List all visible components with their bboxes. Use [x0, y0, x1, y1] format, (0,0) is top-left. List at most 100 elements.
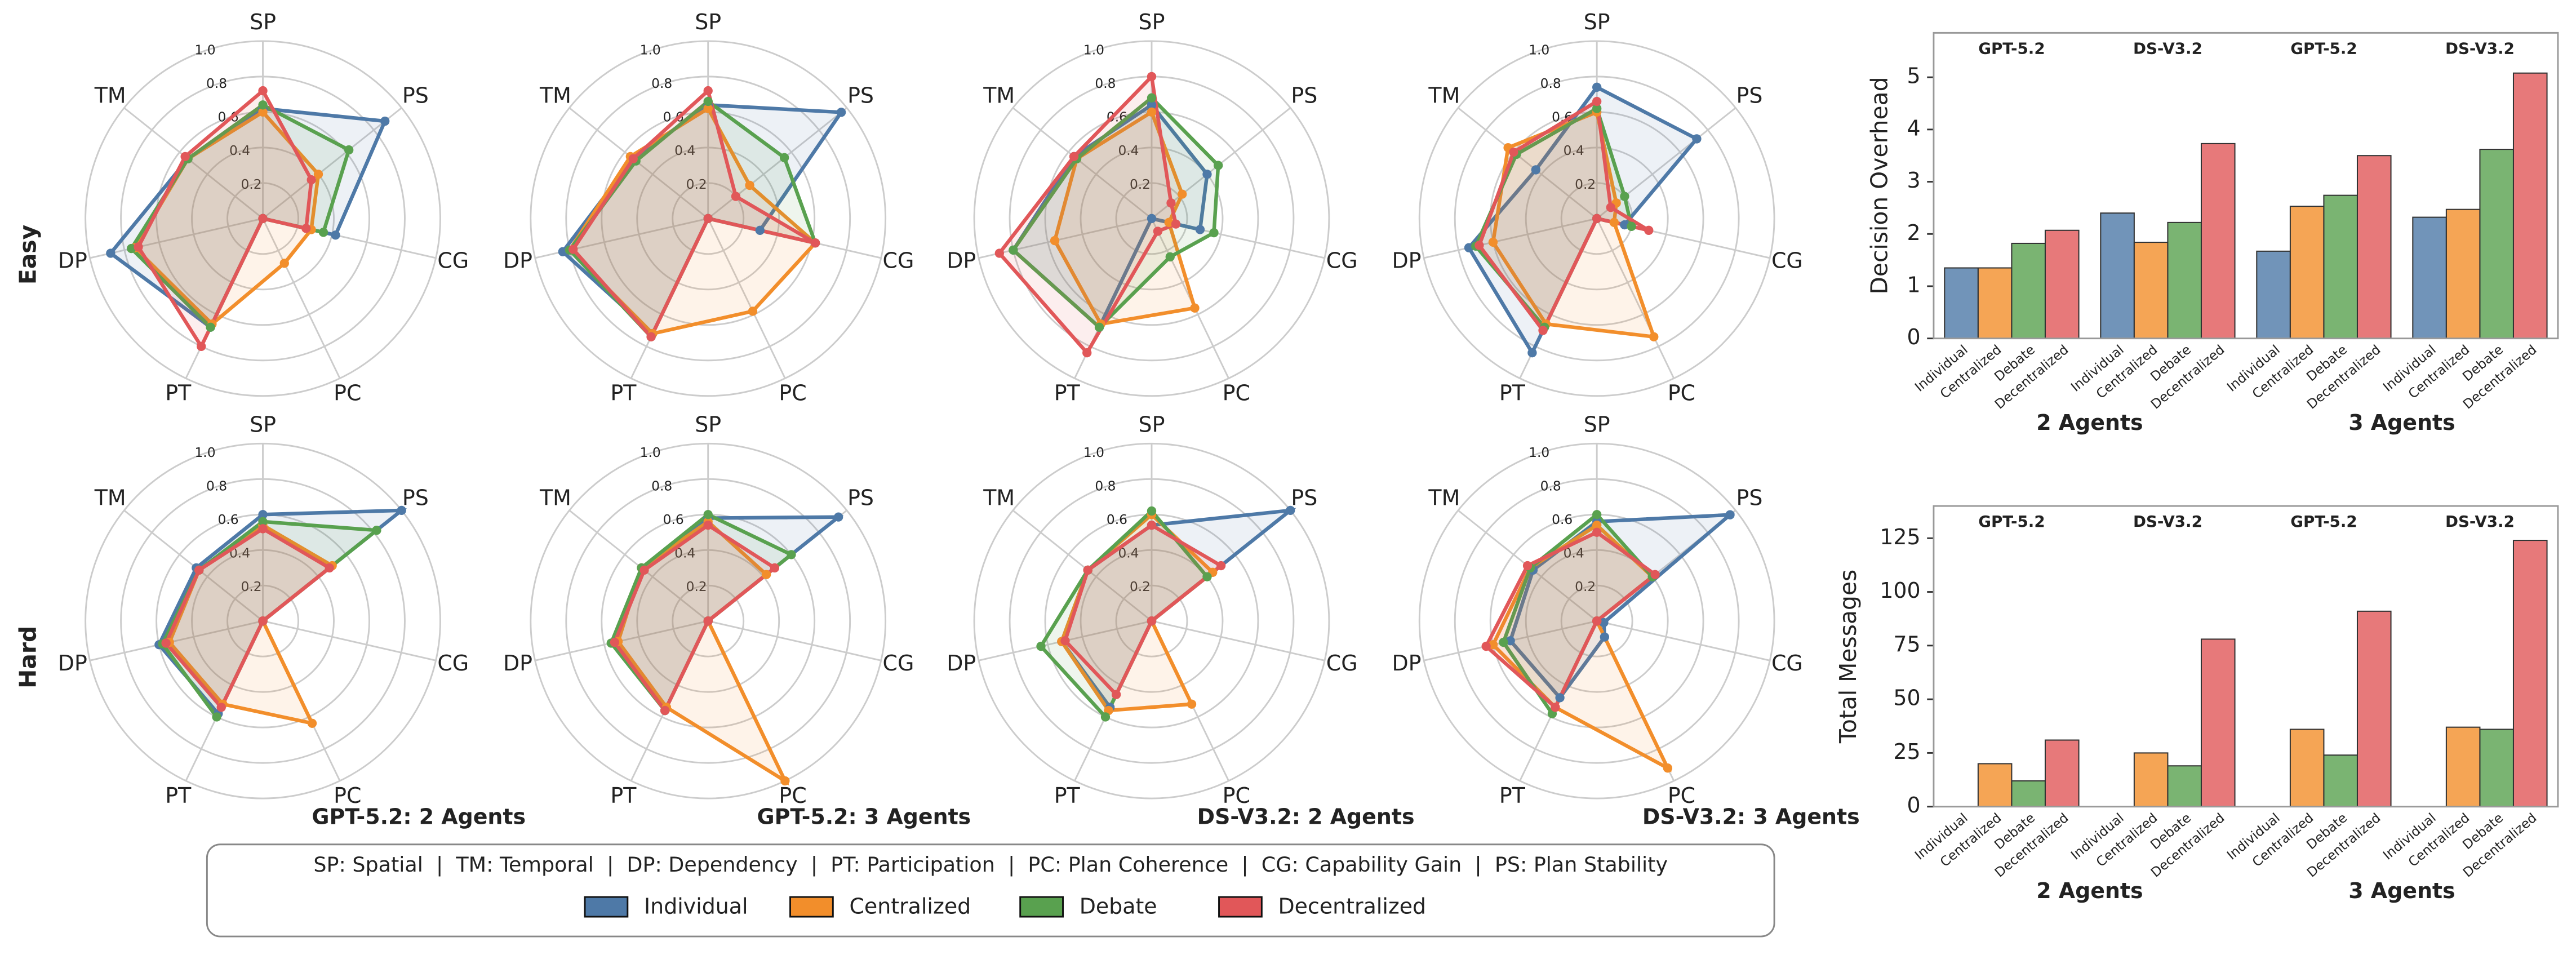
radar-point — [1036, 641, 1046, 651]
radar-point — [1592, 82, 1602, 92]
axis-label: DP — [1392, 248, 1421, 273]
group-label: GPT-5.2 — [1978, 512, 2045, 531]
axis-label: PC — [1223, 783, 1250, 808]
radar-point — [1187, 699, 1197, 709]
radar-point — [1725, 510, 1735, 519]
radar-point — [1474, 241, 1484, 250]
radar-point — [1190, 303, 1200, 313]
radar-point — [258, 107, 268, 117]
r-tick-label: 0.2 — [1130, 177, 1151, 192]
radar-point — [313, 170, 323, 179]
r-tick-label: 1.0 — [194, 445, 215, 460]
group-label: DS-V3.2 — [2133, 512, 2202, 531]
axis-label: PT — [610, 783, 637, 808]
radar-point — [1592, 510, 1602, 519]
axis-label: PC — [779, 380, 806, 405]
y-axis-label: Decision Overhead — [1866, 77, 1893, 294]
axis-label: SP — [1139, 412, 1165, 437]
radar-point — [1147, 506, 1157, 516]
radar-point — [1531, 165, 1541, 175]
radar-point — [180, 152, 190, 162]
axis-label: TM — [983, 486, 1015, 510]
r-tick-label: 0.2 — [1575, 579, 1596, 594]
r-tick-label: 0.4 — [1564, 143, 1584, 158]
axis-label: PS — [1291, 486, 1317, 510]
bar — [2356, 155, 2392, 339]
radar-point — [1620, 220, 1629, 230]
spoke — [1596, 620, 1770, 661]
r-tick-label: 0.8 — [1095, 76, 1116, 91]
legend-swatch — [789, 896, 834, 918]
radar-point — [1627, 221, 1636, 232]
radar-point — [1464, 243, 1474, 252]
radar-point — [1009, 245, 1018, 255]
bar — [2011, 242, 2046, 339]
bar — [2479, 729, 2515, 807]
radar-point — [279, 259, 289, 268]
spoke — [1012, 107, 1152, 219]
group-set-label: 3 Agents — [2348, 410, 2455, 435]
r-tick-label: 0.8 — [1540, 478, 1561, 494]
group-label: GPT-5.2 — [1978, 39, 2045, 57]
radar-point — [1171, 219, 1181, 229]
radar-point — [212, 712, 221, 722]
y-tick-label: 100 — [1880, 578, 1920, 603]
r-tick-label: 1.0 — [1529, 43, 1549, 58]
radar-point — [1147, 214, 1157, 223]
spoke — [1151, 620, 1325, 661]
spoke — [262, 218, 341, 379]
radar-area — [1011, 95, 1220, 330]
axis-label: DP — [58, 248, 87, 273]
radar-point — [748, 307, 758, 316]
axis-label: CG — [883, 248, 914, 273]
group-label: DS-V3.2 — [2445, 39, 2515, 57]
radar-point — [161, 638, 171, 648]
spoke — [707, 218, 786, 379]
bar — [2356, 610, 2392, 807]
bar — [2289, 206, 2325, 339]
radar-point — [344, 145, 354, 155]
radar-point — [258, 100, 268, 110]
radar-point — [745, 180, 754, 190]
radar-point — [1153, 226, 1163, 236]
radar-point — [703, 96, 713, 106]
radar-point — [134, 242, 143, 252]
radar-point — [1499, 637, 1508, 647]
radar-point — [1609, 217, 1619, 227]
radar-point — [1209, 228, 1219, 238]
y-tick-label: 75 — [1893, 632, 1920, 656]
radar-point — [258, 214, 268, 223]
radar-point — [1147, 107, 1157, 117]
bar — [2044, 739, 2080, 807]
axis-label: PC — [1668, 783, 1695, 808]
radar-point — [331, 230, 340, 240]
bar — [2133, 752, 2169, 807]
radar-point — [779, 153, 789, 162]
radar-point — [1481, 641, 1491, 651]
bar — [2167, 221, 2202, 339]
radar-point — [787, 550, 796, 559]
axis-label: SP — [1584, 412, 1610, 437]
radar-point — [318, 228, 328, 237]
radar-point — [1050, 236, 1060, 246]
spoke — [90, 217, 263, 259]
bar — [2479, 149, 2515, 339]
axis-label: CG — [883, 651, 914, 676]
r-tick-label: 0.2 — [241, 177, 261, 192]
bar — [2200, 638, 2236, 807]
radar-point — [703, 510, 713, 519]
axis-label: SP — [1584, 10, 1610, 34]
radar-point — [1592, 520, 1602, 530]
radar-point — [1538, 326, 1548, 335]
axis-label: PT — [165, 783, 192, 808]
axis-label: CG — [1326, 651, 1358, 676]
axis-label: PS — [1736, 486, 1763, 510]
r-tick-label: 0.6 — [1552, 512, 1573, 527]
radar-point — [1202, 572, 1212, 581]
spoke — [262, 107, 402, 219]
r-tick-label: 0.8 — [651, 478, 672, 494]
radar-point — [810, 238, 820, 248]
axis-label: DP — [1392, 651, 1421, 676]
radar-point — [1083, 565, 1092, 575]
